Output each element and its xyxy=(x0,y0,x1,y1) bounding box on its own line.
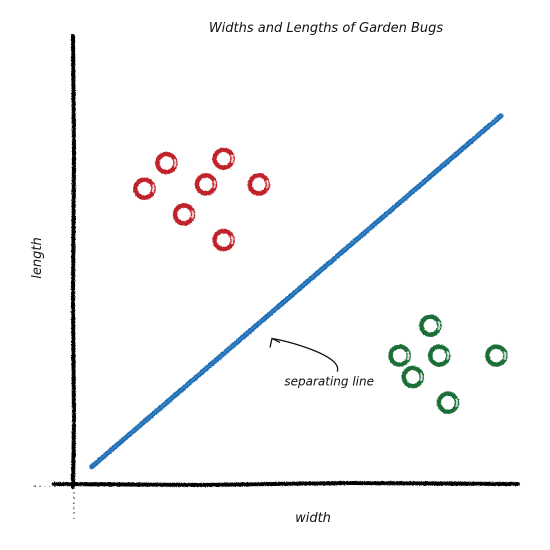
annotation-arrowhead-0 xyxy=(269,337,281,348)
point-ring xyxy=(133,177,156,200)
point-ring xyxy=(155,151,178,175)
separating-line-group xyxy=(89,113,504,470)
point-ring xyxy=(388,344,411,367)
data-point-1-4 xyxy=(401,365,425,389)
point-ring-texture xyxy=(455,398,458,408)
point-ring-texture xyxy=(419,372,423,382)
separating-line-texture xyxy=(92,114,503,467)
annotation-label-0: separating line xyxy=(284,375,374,389)
data-point-0-6 xyxy=(212,228,235,252)
point-ring xyxy=(485,344,508,367)
data-point-0-1 xyxy=(212,147,235,170)
point-ring xyxy=(401,365,425,389)
point-ring-texture xyxy=(191,209,194,219)
point-ring-texture xyxy=(406,351,410,361)
annotation-arrow-0 xyxy=(271,337,338,372)
x-axis-label: width xyxy=(295,511,331,526)
data-point-1-0 xyxy=(419,314,442,337)
point-ring xyxy=(427,344,451,367)
point-ring xyxy=(436,391,460,414)
y-axis-label: length xyxy=(30,237,45,278)
point-ring-texture xyxy=(230,154,234,164)
axes xyxy=(34,34,520,522)
point-ring-texture xyxy=(503,351,507,361)
y-axis xyxy=(70,34,77,489)
point-ring-texture xyxy=(151,184,155,194)
point-ring xyxy=(212,228,235,252)
point-ring xyxy=(247,173,271,196)
points-group xyxy=(133,147,508,414)
data-point-1-3 xyxy=(485,344,508,367)
point-ring xyxy=(172,203,196,226)
point-ring-texture xyxy=(265,179,269,189)
point-ring xyxy=(419,314,442,337)
data-point-0-5 xyxy=(172,203,196,226)
point-ring-texture xyxy=(230,235,234,245)
data-point-1-1 xyxy=(388,344,411,367)
annotation-group: separating line xyxy=(269,337,374,389)
data-point-1-5 xyxy=(436,391,460,414)
point-ring-texture xyxy=(173,158,177,168)
point-ring-texture xyxy=(437,321,441,331)
data-point-0-3 xyxy=(194,173,218,196)
point-ring xyxy=(212,147,235,170)
point-ring-texture xyxy=(213,179,216,189)
chart-title: Widths and Lengths of Garden Bugs xyxy=(209,21,444,36)
data-point-0-0 xyxy=(155,151,178,175)
point-ring xyxy=(194,173,218,196)
data-point-0-4 xyxy=(247,173,271,196)
data-point-0-2 xyxy=(133,177,156,200)
data-point-1-2 xyxy=(427,344,451,367)
point-ring-texture xyxy=(446,351,450,361)
x-axis xyxy=(52,480,520,488)
